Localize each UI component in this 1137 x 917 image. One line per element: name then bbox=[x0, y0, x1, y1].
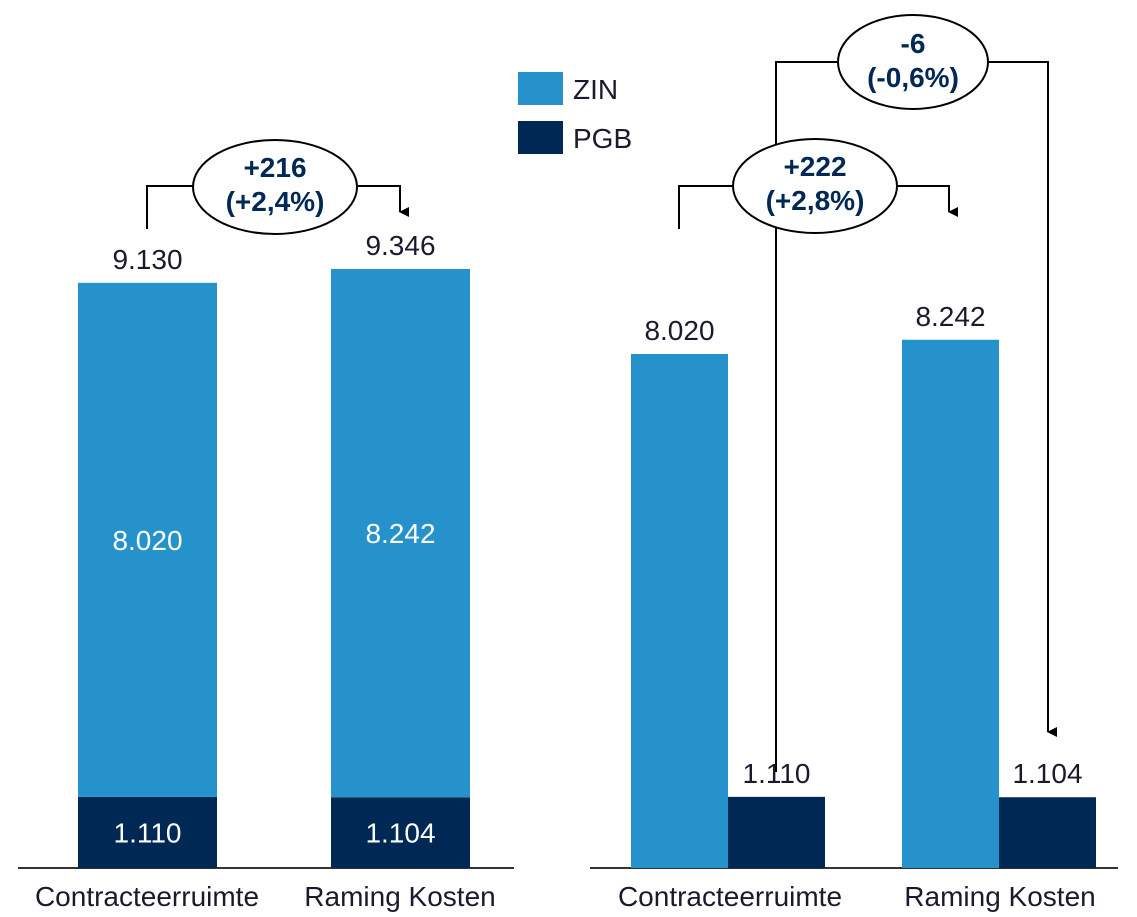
left-change-percent: (+2,4%) bbox=[226, 186, 325, 217]
left-label-pgb-contracteerruimte: 1.110 bbox=[114, 817, 182, 848]
left-label-zin-raming-kosten: 8.242 bbox=[365, 518, 435, 549]
left-change-annotation: +216 (+2,4%) bbox=[146, 139, 409, 235]
left-label-zin-contracteerruimte: 8.020 bbox=[112, 525, 182, 556]
left-chart: 1.110 8.020 9.130 1.104 8.242 9.346 Contracte… bbox=[18, 139, 514, 912]
right-bar-pgb-contracteerruimte bbox=[728, 796, 825, 868]
left-bar-pgb-raming-kosten bbox=[331, 797, 470, 868]
right-bar-zin-raming-kosten bbox=[902, 339, 999, 869]
left-label-total-raming-kosten: 9.346 bbox=[365, 230, 435, 261]
right-zin-change-percent: (+2,8%) bbox=[766, 185, 865, 216]
left-bar-zin-raming-kosten bbox=[331, 269, 470, 798]
legend-label-zin: ZIN bbox=[573, 74, 618, 105]
right-x-label-contracteerruimte: Contracteerruimte bbox=[618, 881, 842, 912]
right-zin-change-annotation: +222 (+2,8%) bbox=[678, 138, 958, 234]
left-bar-zin-contracteerruimte bbox=[78, 282, 217, 797]
right-pgb-change-percent: (-0,6%) bbox=[867, 62, 959, 93]
left-label-total-contracteerruimte: 9.130 bbox=[112, 244, 182, 275]
right-label-zin-contracteerruimte: 8.020 bbox=[644, 315, 714, 346]
right-pgb-change-bubble bbox=[837, 14, 989, 110]
right-zin-change-value: +222 bbox=[783, 151, 846, 182]
left-change-bubble bbox=[192, 139, 358, 235]
right-label-pgb-raming-kosten: 1.104 bbox=[1012, 758, 1082, 789]
right-x-label-raming-kosten: Raming Kosten bbox=[904, 881, 1095, 912]
right-label-zin-raming-kosten: 8.242 bbox=[915, 301, 985, 332]
left-change-value: +216 bbox=[243, 152, 306, 183]
right-bar-zin-contracteerruimte bbox=[631, 353, 728, 868]
right-bar-pgb-raming-kosten bbox=[999, 797, 1096, 868]
left-bar-pgb-contracteerruimte bbox=[78, 796, 217, 868]
right-zin-change-bubble bbox=[732, 138, 898, 234]
left-x-label-contracteerruimte: Contracteerruimte bbox=[35, 881, 259, 912]
legend-label-pgb: PGB bbox=[573, 123, 632, 154]
legend: ZIN PGB bbox=[518, 72, 632, 154]
left-x-label-raming-kosten: Raming Kosten bbox=[304, 881, 495, 912]
legend-swatch-pgb bbox=[518, 121, 563, 154]
right-pgb-change-value: -6 bbox=[901, 28, 926, 59]
legend-swatch-zin bbox=[518, 72, 563, 105]
right-pgb-change-annotation: -6 (-0,6%) bbox=[775, 14, 1057, 772]
left-label-pgb-raming-kosten: 1.104 bbox=[365, 818, 435, 849]
